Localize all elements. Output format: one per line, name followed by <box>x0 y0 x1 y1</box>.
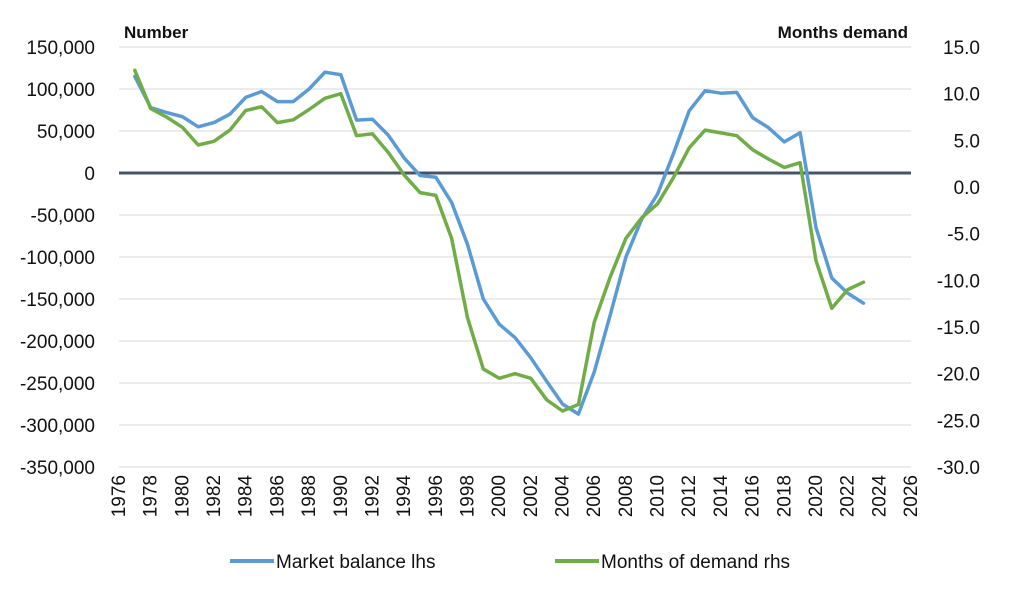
legend: Market balance lhs Months of demand rhs <box>230 552 790 573</box>
x-tick-label: 2012 <box>679 475 700 517</box>
y-left-tick-label: 150,000 <box>26 38 95 59</box>
x-tick-label: 2004 <box>553 475 574 518</box>
y-left-tick-label: -250,000 <box>20 374 95 395</box>
series-line-2 <box>133 68 866 413</box>
x-tick-label: 2026 <box>901 475 922 517</box>
y-left-tick-label: -100,000 <box>20 248 95 269</box>
x-tick-label: 2006 <box>584 475 605 517</box>
y-right-axis-title: Months demand <box>778 23 908 42</box>
x-tick-label: 2014 <box>711 475 732 518</box>
y-right-tick-label: 5.0 <box>954 131 980 152</box>
y-right-tick-label: -20.0 <box>937 365 980 386</box>
y-left-tick-label: -150,000 <box>20 290 95 311</box>
y-right-tick-label: -30.0 <box>937 458 980 479</box>
legend-label-1: Market balance lhs <box>276 552 435 573</box>
y-right-tick-label: -10.0 <box>937 271 980 292</box>
y-right-tick-label: -5.0 <box>947 225 980 246</box>
x-tick-label: 1982 <box>204 475 225 517</box>
x-tick-label: 2024 <box>869 475 890 518</box>
x-tick-label: 1986 <box>267 475 288 517</box>
x-tick-label: 1980 <box>172 475 193 517</box>
x-tick-label: 1976 <box>109 475 130 517</box>
y-left-axis-title: Number <box>124 23 189 42</box>
y-left-tick-label: -350,000 <box>20 458 95 479</box>
y-left-tick-label: -50,000 <box>31 206 95 227</box>
y-right-tick-label: -15.0 <box>937 318 980 339</box>
y-right-tick-label: -25.0 <box>937 411 980 432</box>
y-right-tick-label: 15.0 <box>943 38 980 59</box>
y-right-tick-label: 10.0 <box>943 85 980 106</box>
x-tick-label: 1996 <box>426 475 447 517</box>
x-tick-label: 2022 <box>838 475 859 517</box>
x-tick-label: 1984 <box>236 475 257 518</box>
x-tick-label: 2010 <box>648 475 669 517</box>
y-left-tick-label: 100,000 <box>26 80 95 101</box>
series-line-1 <box>133 70 866 416</box>
x-tick-label: 2016 <box>743 475 764 517</box>
x-tick-label: 2000 <box>489 475 510 517</box>
y-left-tick-label: -300,000 <box>20 416 95 437</box>
y-left-tick-label: 0 <box>84 164 95 185</box>
x-tick-label: 1998 <box>457 475 478 517</box>
y-left-tick-label: 50,000 <box>37 122 95 143</box>
gridlines <box>119 46 911 468</box>
y-left-tick-label: -200,000 <box>20 332 95 353</box>
x-tick-label: 2020 <box>806 475 827 517</box>
x-tick-label: 2008 <box>616 475 637 517</box>
x-tick-label: 1978 <box>141 475 162 517</box>
x-tick-label: 1990 <box>331 475 352 517</box>
y-right-tick-label: 0.0 <box>954 178 980 199</box>
x-tick-label: 2002 <box>521 475 542 517</box>
x-tick-label: 2018 <box>774 475 795 517</box>
series-lines <box>133 68 866 416</box>
legend-label-2: Months of demand rhs <box>601 552 790 573</box>
x-tick-label: 1994 <box>394 475 415 518</box>
x-tick-label: 1988 <box>299 475 320 517</box>
tick-labels: 150,000 100,000 50,000 0 -50,000 -100,000 -150… <box>20 38 980 517</box>
x-tick-label: 1992 <box>362 475 383 517</box>
